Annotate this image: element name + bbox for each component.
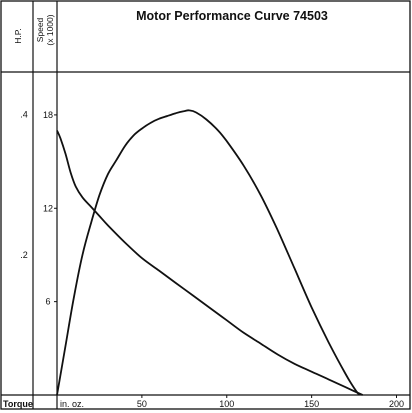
x-tick-label: 200: [389, 399, 404, 409]
hp-tick-label: .4: [20, 110, 28, 120]
hp-curve: [56, 109, 360, 396]
chart-title: Motor Performance Curve 74503: [136, 9, 328, 23]
hp-tick-label: .2: [20, 250, 28, 260]
speed-tick-label: 6: [45, 297, 50, 307]
chart-marks: 50 100 150 200 18 12 6 .4 .2: [20, 109, 404, 409]
speed-tick-label: 18: [43, 110, 53, 120]
hp-axis-header: H.P.: [13, 28, 23, 43]
speed-axis-header-line1: Speed: [35, 17, 45, 42]
x-tick-label: 50: [137, 399, 147, 409]
x-axis-label: Torque: [3, 399, 33, 409]
speed-tick-label: 12: [43, 203, 53, 213]
x-tick-label: 100: [219, 399, 234, 409]
x-tick-label: 150: [304, 399, 319, 409]
speed-axis-header-line2: (x 1000): [45, 14, 55, 45]
speed-curve: [56, 130, 363, 396]
x-axis-unit: in. oz.: [60, 399, 84, 409]
